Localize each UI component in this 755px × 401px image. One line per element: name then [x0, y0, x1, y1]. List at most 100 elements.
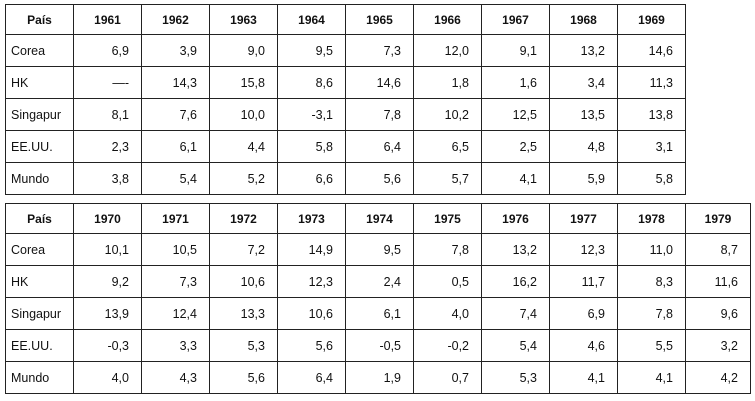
year-column-header: 1972 — [209, 203, 278, 234]
country-cell: Singapur — [5, 98, 74, 131]
value-cell: 15,8 — [209, 66, 278, 99]
growth-table-1961-1969: País 1961 1962 1963 1964 1965 1966 1967 1968 1969… — [5, 4, 686, 195]
value-cell: 6,1 — [141, 130, 210, 163]
value-cell: 3,9 — [141, 34, 210, 67]
value-cell: 4,1 — [617, 361, 686, 394]
value-cell: 12,3 — [549, 233, 618, 266]
value-cell: 7,8 — [345, 98, 414, 131]
value-cell: 3,8 — [73, 162, 142, 195]
value-cell: 7,2 — [209, 233, 278, 266]
value-cell: 10,0 — [209, 98, 278, 131]
value-cell: 13,2 — [549, 34, 618, 67]
country-cell: EE.UU. — [5, 329, 74, 362]
year-column-header: 1963 — [209, 4, 278, 35]
growth-table-1970-1979: País 1970 1971 1972 1973 1974 1975 1976 1977 1978… — [5, 203, 751, 394]
value-cell: 6,4 — [277, 361, 346, 394]
value-cell: 7,3 — [345, 34, 414, 67]
value-cell: 11,0 — [617, 233, 686, 266]
value-cell: -0,2 — [413, 329, 482, 362]
value-cell: 9,2 — [73, 265, 142, 298]
value-cell: 8,6 — [277, 66, 346, 99]
value-cell: 9,6 — [685, 297, 751, 330]
country-cell: HK — [5, 66, 74, 99]
table-row: Corea 10,1 10,5 7,2 14,9 9,5 7,8 13,2 12,3 11,0 8,… — [5, 233, 751, 266]
value-cell: 16,2 — [481, 265, 550, 298]
value-cell: 5,5 — [617, 329, 686, 362]
value-cell: 5,3 — [481, 361, 550, 394]
table-row: EE.UU. -0,3 3,3 5,3 5,6 -0,5 -0,2 5,4 4,6 5,5 3,2 — [5, 329, 751, 362]
value-cell: 2,3 — [73, 130, 142, 163]
value-cell: 1,6 — [481, 66, 550, 99]
country-cell: Corea — [5, 34, 74, 67]
year-column-header: 1979 — [685, 203, 751, 234]
value-cell: 3,2 — [685, 329, 751, 362]
table-row: HK 9,2 7,3 10,6 12,3 2,4 0,5 16,2 11,7 8,3 11,6 — [5, 265, 751, 298]
country-cell: Singapur — [5, 297, 74, 330]
country-cell: EE.UU. — [5, 130, 74, 163]
country-cell: Mundo — [5, 162, 74, 195]
value-cell: 7,8 — [617, 297, 686, 330]
value-cell: 5,4 — [481, 329, 550, 362]
value-cell: 9,0 — [209, 34, 278, 67]
value-cell: 13,8 — [617, 98, 686, 131]
value-cell: 5,3 — [209, 329, 278, 362]
table-row: HK —- 14,3 15,8 8,6 14,6 1,8 1,6 3,4 11,3 — [5, 66, 686, 99]
value-cell: -0,5 — [345, 329, 414, 362]
value-cell: 5,6 — [345, 162, 414, 195]
year-column-header: 1966 — [413, 4, 482, 35]
year-column-header: 1977 — [549, 203, 618, 234]
value-cell: 7,8 — [413, 233, 482, 266]
value-cell: 5,9 — [549, 162, 618, 195]
value-cell: 12,4 — [141, 297, 210, 330]
value-cell: 5,2 — [209, 162, 278, 195]
value-cell: 4,0 — [73, 361, 142, 394]
value-cell: 5,8 — [617, 162, 686, 195]
year-column-header: 1962 — [141, 4, 210, 35]
year-column-header: 1976 — [481, 203, 550, 234]
value-cell: 4,1 — [549, 361, 618, 394]
value-cell: 6,6 — [277, 162, 346, 195]
table-row: EE.UU. 2,3 6,1 4,4 5,8 6,4 6,5 2,5 4,8 3,1 — [5, 130, 686, 163]
value-cell: 6,9 — [73, 34, 142, 67]
value-cell: 8,1 — [73, 98, 142, 131]
value-cell: 9,5 — [345, 233, 414, 266]
year-column-header: 1973 — [277, 203, 346, 234]
value-cell: 0,5 — [413, 265, 482, 298]
country-cell: HK — [5, 265, 74, 298]
value-cell: 14,9 — [277, 233, 346, 266]
value-cell: 2,4 — [345, 265, 414, 298]
value-cell: 1,9 — [345, 361, 414, 394]
value-cell: 9,1 — [481, 34, 550, 67]
value-cell: 14,6 — [617, 34, 686, 67]
header-row: País 1961 1962 1963 1964 1965 1966 1967 1968 1969 — [5, 4, 686, 35]
value-cell: 12,0 — [413, 34, 482, 67]
table-row: Singapur 8,1 7,6 10,0 -3,1 7,8 10,2 12,5 13,5 13,… — [5, 98, 686, 131]
value-cell: 3,1 — [617, 130, 686, 163]
value-cell: 4,4 — [209, 130, 278, 163]
value-cell: 13,5 — [549, 98, 618, 131]
year-column-header: 1971 — [141, 203, 210, 234]
value-cell: 5,8 — [277, 130, 346, 163]
value-cell: 10,2 — [413, 98, 482, 131]
value-cell: 3,3 — [141, 329, 210, 362]
value-cell: —- — [73, 66, 142, 99]
value-cell: 13,2 — [481, 233, 550, 266]
value-cell: 8,7 — [685, 233, 751, 266]
value-cell: 10,6 — [209, 265, 278, 298]
header-row: País 1970 1971 1972 1973 1974 1975 1976 1977 1978… — [5, 203, 751, 234]
year-column-header: 1969 — [617, 4, 686, 35]
value-cell: 13,3 — [209, 297, 278, 330]
value-cell: 13,9 — [73, 297, 142, 330]
country-cell: Corea — [5, 233, 74, 266]
country-cell: Mundo — [5, 361, 74, 394]
value-cell: 7,3 — [141, 265, 210, 298]
value-cell: 0,7 — [413, 361, 482, 394]
year-column-header: 1978 — [617, 203, 686, 234]
value-cell: -0,3 — [73, 329, 142, 362]
country-column-header: País — [5, 4, 74, 35]
value-cell: 2,5 — [481, 130, 550, 163]
year-column-header: 1961 — [73, 4, 142, 35]
table-row: Mundo 3,8 5,4 5,2 6,6 5,6 5,7 4,1 5,9 5,8 — [5, 162, 686, 195]
table-row: Corea 6,9 3,9 9,0 9,5 7,3 12,0 9,1 13,2 14,6 — [5, 34, 686, 67]
value-cell: 5,6 — [209, 361, 278, 394]
